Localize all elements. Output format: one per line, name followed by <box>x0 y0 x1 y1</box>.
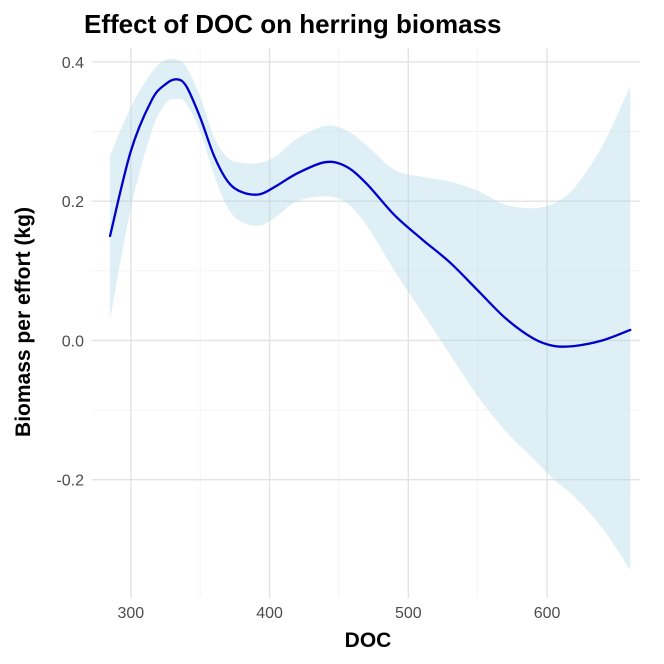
y-tick-label: 0.0 <box>62 333 84 350</box>
confidence-ribbon-group <box>110 58 631 571</box>
x-tick-label: 400 <box>256 605 283 622</box>
x-tick-labels: 300 400 500 600 <box>117 605 560 622</box>
grid-lines <box>92 48 640 598</box>
y-tick-label: 0.2 <box>62 194 84 211</box>
y-axis-title: Biomass per effort (kg) <box>12 207 35 437</box>
trend-line <box>108 78 632 348</box>
y-tick-label: 0.4 <box>62 55 84 72</box>
confidence-ribbon <box>110 58 631 571</box>
x-tick-label: 600 <box>534 605 561 622</box>
x-tick-label: 500 <box>395 605 422 622</box>
y-tick-labels: -0.2 0.0 0.2 0.4 <box>56 55 84 490</box>
trend-line-group <box>108 78 632 348</box>
x-axis-title: DOC <box>345 629 392 652</box>
y-tick-label: -0.2 <box>56 473 84 490</box>
chart-title: Effect of DOC on herring biomass <box>84 9 502 39</box>
x-tick-label: 300 <box>117 605 144 622</box>
